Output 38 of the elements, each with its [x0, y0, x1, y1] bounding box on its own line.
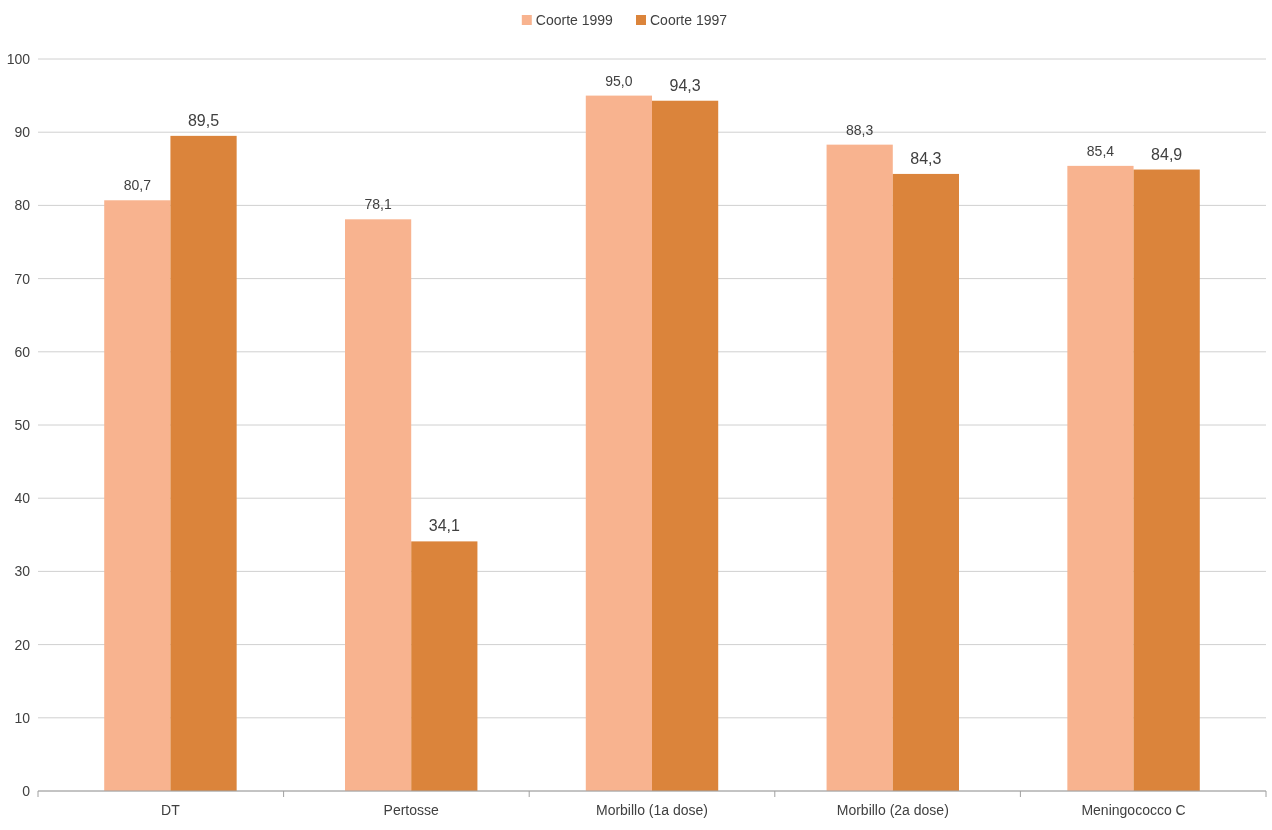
y-tick-label: 80: [14, 197, 31, 214]
y-tick-label: 0: [22, 782, 31, 799]
data-label: 95,0: [605, 72, 633, 89]
y-tick-label: 100: [6, 50, 31, 67]
legend-label: Coorte 1999: [535, 11, 614, 28]
bar: [826, 144, 893, 791]
data-label: 34,1: [428, 517, 460, 535]
data-label: 78,1: [364, 196, 392, 213]
bar: [104, 200, 171, 791]
y-tick-label: 90: [14, 124, 31, 141]
x-tick-label: DT: [161, 802, 181, 818]
data-label: 89,5: [187, 111, 220, 129]
data-label: 85,4: [1086, 142, 1115, 159]
bar: [892, 173, 959, 791]
bar: [1133, 169, 1200, 791]
bar: [411, 541, 478, 791]
x-tick-label: Morbillo (1a dose): [595, 802, 709, 818]
data-label: 80,7: [123, 177, 152, 194]
bar: [585, 95, 652, 791]
bar: [652, 100, 719, 791]
y-tick-label: 10: [14, 709, 31, 726]
y-tick-label: 70: [14, 270, 31, 287]
data-label: 84,9: [1151, 145, 1183, 163]
data-label: 84,3: [910, 149, 942, 167]
legend-label: Coorte 1997: [650, 11, 728, 28]
x-tick-label: Pertosse: [383, 802, 440, 818]
y-tick-label: 20: [14, 636, 31, 653]
y-tick-label: 60: [14, 343, 31, 360]
y-tick-label: 50: [14, 416, 31, 433]
y-tick-label: 30: [14, 563, 31, 580]
x-tick-label: Morbillo (2a dose): [836, 802, 949, 818]
bar: [1067, 165, 1134, 791]
data-label: 88,3: [846, 121, 874, 138]
bar: [170, 135, 237, 791]
y-tick-label: 40: [14, 490, 31, 507]
data-label: 94,3: [669, 76, 701, 94]
bar: [345, 219, 412, 791]
x-tick-label: Meningococco C: [1081, 802, 1186, 818]
